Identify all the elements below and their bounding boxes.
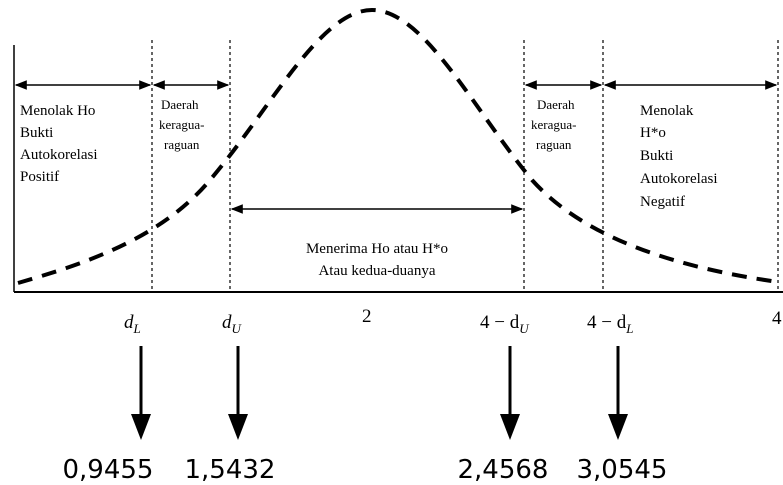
value-arrowheads [131, 414, 628, 440]
axis-label-center: 2 [362, 306, 372, 327]
value-arrowhead-4-dl [608, 414, 628, 440]
label-doubt-right: Daerah keragua- raguan [531, 97, 576, 152]
reject-negative-line-1: Menolak [640, 103, 694, 119]
doubt-left-line-1: Daerah [161, 97, 199, 112]
label-reject-negative: Menolak H*o Bukti Autokorelasi Negatif [640, 103, 717, 210]
value-du: 1,5432 [185, 455, 276, 485]
label-accept: Menerima Ho atau H*o Atau kedua-duanya [306, 241, 448, 279]
accept-line-2: Atau kedua-duanya [318, 263, 435, 279]
critical-values: 0,9455 1,5432 2,4568 3,0545 [63, 455, 668, 485]
reject-positive-line-1: Menolak Ho [20, 103, 95, 119]
axis-labels: dL dU 2 4 − dU 4 − dL 4 [124, 306, 782, 336]
axis-label-right-end: 4 [772, 308, 782, 329]
doubt-right-line-1: Daerah [537, 97, 575, 112]
doubt-left-line-3: raguan [164, 137, 200, 152]
reject-negative-line-4: Autokorelasi [640, 171, 717, 187]
value-dl: 0,9455 [63, 455, 154, 485]
value-arrows [139, 346, 620, 418]
value-arrowhead-dl [131, 414, 151, 440]
axis-label-4-du: 4 − dU [480, 312, 530, 336]
reject-negative-line-3: Bukti [640, 148, 673, 164]
accept-line-1: Menerima Ho atau H*o [306, 241, 448, 257]
reject-positive-line-3: Autokorelasi [20, 147, 97, 163]
value-4-dl: 3,0545 [577, 455, 668, 485]
doubt-left-line-2: keragua- [159, 117, 204, 132]
doubt-right-line-2: keragua- [531, 117, 576, 132]
reject-negative-line-5: Negatif [640, 194, 685, 210]
reject-negative-line-2: H*o [640, 125, 666, 141]
distribution-curve [17, 7, 779, 285]
doubt-right-line-3: raguan [536, 137, 572, 152]
reject-positive-line-2: Bukti [20, 125, 53, 141]
axis-label-4-dl: 4 − dL [587, 312, 633, 336]
label-reject-positive: Menolak Ho Bukti Autokorelasi Positif [20, 103, 97, 185]
axis-label-dl: dL [124, 312, 141, 336]
value-arrowhead-4-du [500, 414, 520, 440]
value-4-du: 2,4568 [458, 455, 549, 485]
reject-positive-line-4: Positif [20, 169, 59, 185]
axis-label-du: dU [222, 312, 243, 336]
label-doubt-left: Daerah keragua- raguan [159, 97, 204, 152]
value-arrowhead-du [228, 414, 248, 440]
